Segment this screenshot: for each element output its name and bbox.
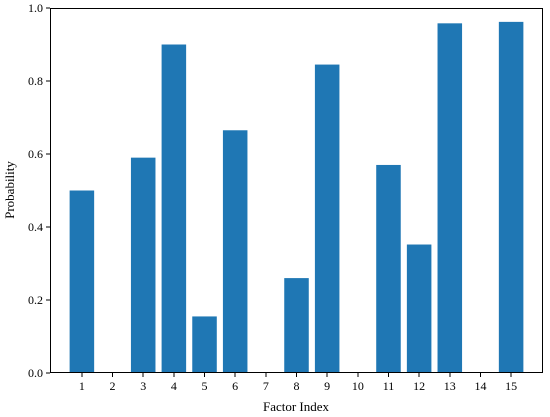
x-tick-label: 2 <box>110 379 116 393</box>
x-tick-label: 4 <box>171 379 177 393</box>
x-tick-label: 8 <box>294 379 300 393</box>
x-tick-label: 3 <box>140 379 146 393</box>
bar-11 <box>376 164 401 373</box>
bar-13 <box>437 23 463 374</box>
bar-6 <box>222 130 248 373</box>
x-tick-label: 14 <box>474 379 486 393</box>
x-tick-label: 9 <box>324 379 330 393</box>
x-tick-label: 13 <box>444 379 456 393</box>
y-axis-label: Probability <box>2 161 17 219</box>
x-axis-label: Factor Index <box>263 399 330 414</box>
y-tick-label: 0.6 <box>28 147 43 161</box>
y-tick-label: 0.0 <box>28 366 43 380</box>
bar-3 <box>130 157 156 373</box>
x-tick-label: 1 <box>79 379 85 393</box>
bar-4 <box>161 44 187 373</box>
x-tick-label: 5 <box>202 379 208 393</box>
x-tick-label: 7 <box>263 379 269 393</box>
y-tick-label: 0.8 <box>28 74 43 88</box>
y-tick-label: 0.2 <box>28 293 43 307</box>
y-tick-label: 1.0 <box>28 1 43 15</box>
bars-group <box>69 21 524 374</box>
y-ticks-group: 0.0 0.2 0.4 0.6 0.8 1.0 <box>28 1 50 380</box>
bar-1 <box>69 190 95 373</box>
bar-5 <box>192 316 217 373</box>
x-tick-label: 6 <box>232 379 238 393</box>
x-tick-label: 10 <box>352 379 364 393</box>
x-ticks-group: 1 2 3 4 5 6 7 8 9 10 11 12 13 14 15 <box>79 373 517 393</box>
y-tick-label: 0.4 <box>28 220 43 234</box>
x-tick-label: 15 <box>505 379 517 393</box>
bar-15 <box>498 21 524 374</box>
bar-12 <box>406 244 432 373</box>
bar-8 <box>284 278 309 373</box>
bar-9 <box>314 64 340 373</box>
x-tick-label: 12 <box>413 379 425 393</box>
x-tick-label: 11 <box>383 379 395 393</box>
axes-group <box>50 8 543 373</box>
